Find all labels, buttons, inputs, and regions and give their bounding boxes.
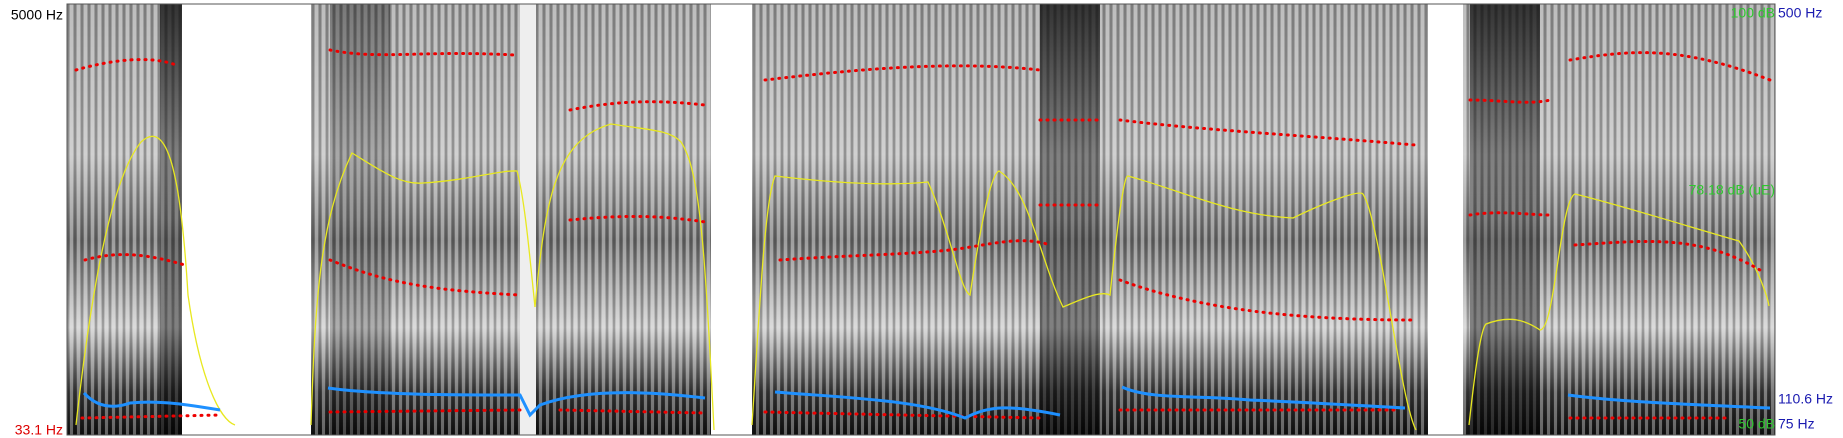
- intensity-top-label: 100 dB: [1731, 5, 1775, 21]
- pitch-top-label: 500 Hz: [1778, 5, 1822, 21]
- formants: [74, 48, 1772, 420]
- intensity-bottom-label: 50 dB: [1738, 416, 1775, 432]
- intensity-curve: [75, 123, 1770, 431]
- plot-border: [66, 3, 1776, 436]
- intensity-mean-label: 78.18 dB (uE): [1689, 182, 1775, 198]
- freq-top-label: 5000 Hz: [11, 7, 63, 23]
- spectrogram: [67, 4, 1775, 435]
- pitch-curve: [82, 385, 1771, 420]
- freq-bottom-label: 33.1 Hz: [15, 422, 63, 438]
- pitch-bottom-label: 75 Hz: [1778, 416, 1815, 432]
- pitch-cursor-label: 110.6 Hz: [1778, 391, 1833, 407]
